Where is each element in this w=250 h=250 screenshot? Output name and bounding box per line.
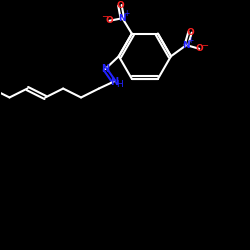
Text: N: N: [110, 76, 118, 86]
Text: O: O: [106, 16, 113, 25]
Text: O: O: [186, 28, 194, 37]
Text: O: O: [196, 44, 203, 53]
Text: O: O: [116, 1, 124, 10]
Text: −: −: [101, 12, 108, 21]
Text: N: N: [182, 40, 190, 50]
Text: N: N: [118, 14, 126, 23]
Text: +: +: [124, 9, 130, 18]
Text: N: N: [101, 64, 109, 74]
Text: −: −: [201, 41, 208, 50]
Text: +: +: [188, 36, 194, 45]
Text: H: H: [116, 80, 123, 89]
